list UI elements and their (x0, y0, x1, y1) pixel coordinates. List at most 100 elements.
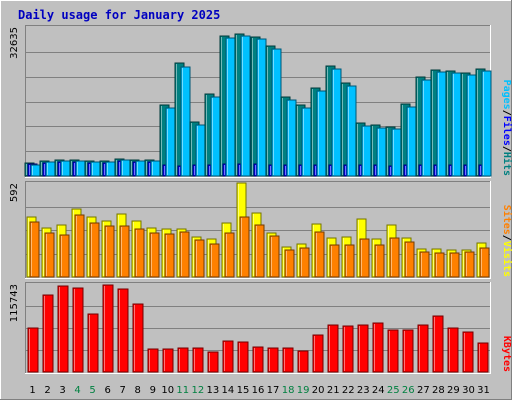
bar-kbytes (117, 288, 129, 373)
bar-kbytes (177, 347, 189, 373)
x-tick-label: 12 (192, 385, 205, 396)
x-tick-label: 11 (176, 385, 189, 396)
bar-kbytes (27, 327, 39, 373)
bar-kbytes (372, 322, 384, 373)
bar-kbytes (72, 287, 84, 373)
bar-kbytes (102, 284, 114, 373)
x-tick-label: 23 (357, 385, 370, 396)
bar-kbytes (132, 303, 144, 373)
bar-kbytes (147, 348, 159, 373)
bar-kbytes (57, 285, 69, 373)
bar-kbytes (447, 327, 459, 373)
legend-entry-pages: Pages (501, 80, 512, 110)
x-tick-label: 7 (120, 385, 126, 396)
bar-sites (134, 228, 145, 278)
bar-sites (329, 244, 340, 278)
x-tick-label: 21 (327, 385, 340, 396)
x-tick-label: 10 (161, 385, 174, 396)
bar-sites (179, 231, 190, 278)
bar-sites (404, 241, 415, 278)
bar-sites (59, 234, 70, 278)
x-tick-label: 25 (387, 385, 400, 396)
bar-sites (149, 232, 160, 278)
bar-sites (359, 238, 370, 278)
bar-kbytes (192, 347, 204, 373)
bar-kbytes (297, 350, 309, 373)
x-tick-label: 28 (432, 385, 445, 396)
bar-sites (44, 232, 55, 278)
panel-legend: KBytes (501, 336, 512, 372)
legend-text: Sites/Visits (501, 205, 512, 277)
legend-entry-kbytes: KBytes (501, 336, 512, 372)
bar-sites (224, 232, 235, 278)
bar-sites (479, 247, 490, 278)
bar-sites (89, 222, 100, 278)
x-tick-label: 16 (252, 385, 265, 396)
y-max-tick-label: 115743 (9, 284, 20, 322)
x-tick-label: 26 (402, 385, 415, 396)
bar-kbytes (327, 324, 339, 373)
x-tick-label: 3 (59, 385, 65, 396)
x-tick-label: 20 (312, 385, 325, 396)
legend-text: Pages/Files/Hits (501, 80, 512, 176)
bar-kbytes (282, 347, 294, 373)
bar-sites (464, 251, 475, 278)
bar-kbytes (207, 351, 219, 373)
x-tick-label: 24 (372, 385, 385, 396)
panel-visits-sites: 592 Sites/Visits (9, 181, 512, 279)
legend-entry-files: Files (501, 116, 512, 146)
bar-kbytes (402, 329, 414, 373)
bar-kbytes (387, 329, 399, 373)
bar-kbytes (222, 340, 234, 373)
bar-sites (164, 233, 175, 278)
bar-kbytes (342, 325, 354, 373)
bar-pages (240, 35, 251, 177)
bar-kbytes (417, 324, 429, 373)
bar-sites (74, 214, 85, 278)
panel-legend: Pages/Files/Hits (501, 80, 512, 176)
x-tick-label: 9 (150, 385, 156, 396)
bar-sites (434, 252, 445, 278)
x-tick-label: 30 (462, 385, 475, 396)
x-tick-label: 13 (207, 385, 220, 396)
legend-text: KBytes (501, 336, 512, 372)
bar-kbytes (42, 294, 54, 373)
bar-sites (314, 231, 325, 278)
bar-sites (344, 244, 355, 278)
y-max-tick-label: 32635 (9, 27, 20, 59)
bar-kbytes (87, 313, 99, 373)
bar-sites (374, 244, 385, 278)
legend-entry-visits: Visits (501, 241, 512, 277)
bar-sites (239, 216, 250, 278)
bar-kbytes (432, 315, 444, 373)
legend-separator: / (501, 110, 512, 116)
bar-sites (104, 225, 115, 278)
x-tick-label: 1 (29, 385, 35, 396)
legend-entry-hits: Hits (501, 152, 512, 176)
bar-kbytes (462, 331, 474, 373)
x-tick-label: 4 (74, 385, 80, 396)
bar-kbytes (312, 334, 324, 373)
x-tick-label: 5 (89, 385, 95, 396)
x-tick-label: 22 (342, 385, 355, 396)
x-tick-label: 2 (44, 385, 50, 396)
legend-separator: / (501, 146, 512, 152)
bar-kbytes (252, 346, 264, 373)
x-tick-label: 18 (282, 385, 295, 396)
panel-kbytes: 115743 KBytes (9, 282, 512, 374)
x-tick-label: 29 (447, 385, 460, 396)
panel-legend: Sites/Visits (501, 205, 512, 277)
legend-separator: / (501, 235, 512, 241)
x-tick-label: 8 (135, 385, 141, 396)
bar-sites (254, 224, 265, 278)
bar-kbytes (162, 348, 174, 373)
y-max-tick-label: 592 (9, 183, 20, 202)
bar-kbytes (477, 342, 489, 373)
bar-sites (209, 243, 220, 278)
x-tick-label: 15 (237, 385, 250, 396)
bar-sites (194, 239, 205, 278)
x-tick-label: 14 (222, 385, 235, 396)
bar-sites (29, 221, 40, 278)
